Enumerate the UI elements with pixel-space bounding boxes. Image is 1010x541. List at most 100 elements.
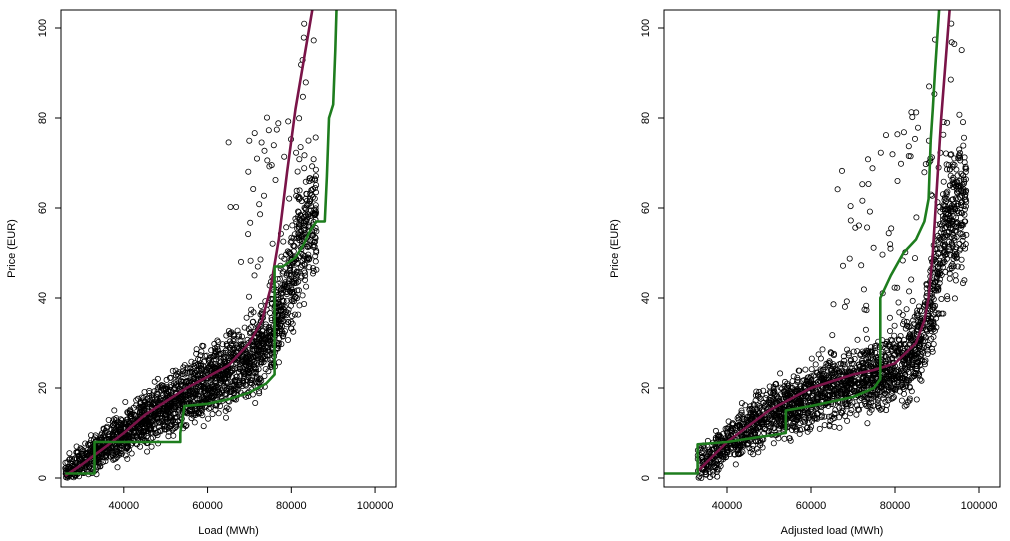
data-point (99, 459, 106, 466)
data-point (290, 328, 297, 335)
data-point (898, 361, 905, 368)
data-point (253, 342, 260, 349)
data-point (843, 389, 850, 396)
data-point (943, 251, 950, 258)
data-point (252, 399, 259, 406)
data-point (900, 384, 907, 391)
data-point (156, 427, 163, 434)
data-point (910, 317, 917, 324)
data-point (238, 333, 245, 340)
data-point (228, 388, 235, 395)
data-point (943, 223, 950, 230)
data-point (709, 453, 716, 460)
data-point (958, 264, 965, 271)
data-point (166, 374, 173, 381)
data-point (749, 445, 756, 452)
data-point (143, 433, 150, 440)
data-point (200, 358, 207, 365)
data-point (148, 394, 155, 401)
data-point (183, 379, 190, 386)
data-point (940, 219, 947, 226)
data-point (908, 374, 915, 381)
data-point (870, 244, 877, 251)
data-point (877, 381, 884, 388)
data-point (208, 360, 215, 367)
data-point (230, 381, 237, 388)
data-point (139, 428, 146, 435)
data-point (939, 213, 946, 220)
x-tick-label: 40000 (712, 500, 743, 512)
data-point (817, 391, 824, 398)
data-point (198, 389, 205, 396)
data-point (287, 251, 294, 258)
data-point (907, 323, 914, 330)
data-point (867, 379, 874, 386)
data-point (311, 227, 318, 234)
data-point (191, 419, 198, 426)
data-point (289, 297, 296, 304)
data-point (259, 349, 266, 356)
data-point (935, 287, 942, 294)
data-point (839, 407, 846, 414)
data-point (834, 392, 841, 399)
data-point (944, 293, 951, 300)
data-point (841, 303, 848, 310)
data-point (139, 420, 146, 427)
data-point (306, 195, 313, 202)
data-point (736, 451, 743, 458)
data-point (885, 356, 892, 363)
data-point (698, 450, 705, 457)
data-point (249, 342, 256, 349)
data-point (223, 386, 230, 393)
data-point (713, 461, 720, 468)
data-point (228, 340, 235, 347)
data-point (858, 262, 865, 269)
data-point (935, 310, 942, 317)
data-point (187, 365, 194, 372)
data-point (898, 397, 905, 404)
data-point (896, 336, 903, 343)
data-point (88, 437, 95, 444)
x-tick-label: 60000 (796, 500, 827, 512)
data-point (905, 152, 912, 159)
data-point (956, 153, 963, 160)
data-point (896, 309, 903, 316)
data-point (723, 448, 730, 455)
data-point (856, 386, 863, 393)
data-point (883, 132, 890, 139)
data-point (909, 373, 916, 380)
data-point (953, 233, 960, 240)
data-point (79, 447, 86, 454)
data-point (865, 156, 872, 163)
data-point (869, 349, 876, 356)
data-point (921, 169, 928, 176)
data-point (956, 177, 963, 184)
data-point (244, 365, 251, 372)
x-tick-label: 100000 (961, 500, 998, 512)
data-point (830, 301, 837, 308)
data-point (252, 378, 259, 385)
data-point (891, 373, 898, 380)
data-point (738, 407, 745, 414)
data-point (960, 119, 967, 126)
data-point (794, 414, 801, 421)
data-point (301, 204, 308, 211)
data-point (191, 360, 198, 367)
data-point (864, 395, 871, 402)
data-point (66, 450, 73, 457)
data-point (696, 473, 703, 480)
data-point (299, 292, 306, 299)
data-point (836, 424, 843, 431)
data-point (761, 426, 768, 433)
data-point (260, 192, 267, 199)
data-point (937, 260, 944, 267)
data-point (288, 318, 295, 325)
data-point (245, 231, 252, 238)
data-point (842, 401, 849, 408)
data-point (864, 224, 871, 231)
y-tick-label: 0 (37, 475, 49, 481)
y-tick-label: 100 (37, 19, 49, 37)
data-point (144, 395, 151, 402)
data-point (263, 114, 270, 121)
data-point (905, 398, 912, 405)
